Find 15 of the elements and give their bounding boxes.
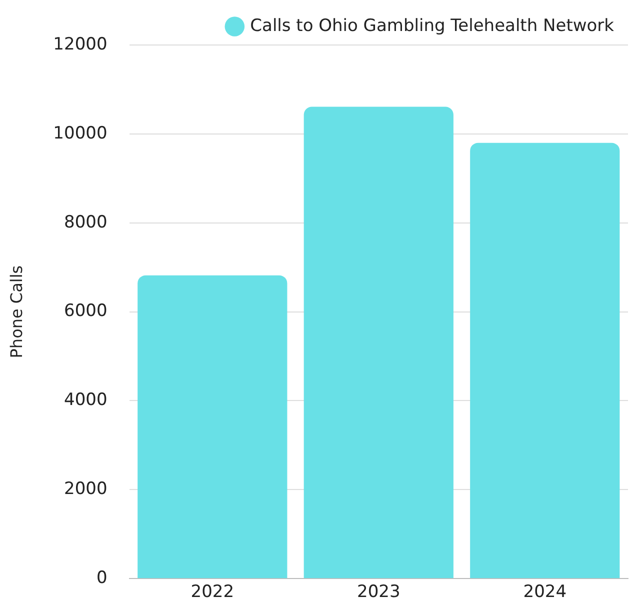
y-tick-label: 6000 <box>64 301 108 322</box>
x-tick-label: 2022 <box>190 582 234 602</box>
bar <box>470 142 620 578</box>
y-tick-label: 0 <box>96 568 108 588</box>
bar <box>304 106 454 578</box>
y-tick-label: 2000 <box>64 479 108 500</box>
y-tick-label: 12000 <box>53 34 108 54</box>
legend-label: Calls to Ohio Gambling Telehealth Network <box>250 16 614 36</box>
y-tick-label: 8000 <box>64 212 108 232</box>
y-tick-label: 10000 <box>53 123 108 144</box>
y-axis-title: Phone Calls <box>6 265 26 358</box>
x-tick-label: 2024 <box>523 582 567 602</box>
y-tick-label: 4000 <box>64 390 108 410</box>
x-tick-label: 2023 <box>357 582 400 602</box>
bar <box>138 275 288 578</box>
